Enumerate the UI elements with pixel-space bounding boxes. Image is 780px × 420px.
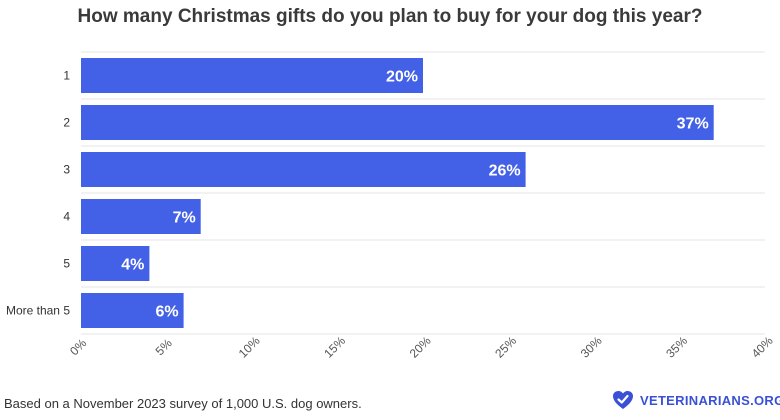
bar <box>81 58 423 93</box>
bar-value-label: 4% <box>121 257 144 274</box>
x-tick-label: 25% <box>492 334 519 361</box>
bar-value-label: 7% <box>173 210 196 227</box>
footnote: Based on a November 2023 survey of 1,000… <box>4 396 362 411</box>
x-tick-label: 5% <box>153 336 175 358</box>
brand-name: VETERINARIANS.ORG <box>640 392 780 408</box>
bar <box>81 105 714 140</box>
bar-value-label: 6% <box>155 304 178 321</box>
x-tick-label: 40% <box>749 334 776 361</box>
category-label: 1 <box>63 69 70 83</box>
bar <box>81 199 201 234</box>
bar-value-label: 26% <box>489 163 521 180</box>
x-tick-label: 10% <box>236 334 263 361</box>
bar-value-label: 20% <box>386 69 418 86</box>
category-label: More than 5 <box>6 304 70 318</box>
bar-value-label: 37% <box>677 116 709 133</box>
bar <box>81 246 150 281</box>
category-label: 2 <box>63 116 70 130</box>
category-label: 5 <box>63 257 70 271</box>
chart-title: How many Christmas gifts do you plan to … <box>77 6 703 27</box>
heart-checkmark-logo-icon <box>613 391 633 409</box>
x-tick-label: 15% <box>321 334 348 361</box>
category-label: 3 <box>63 163 70 177</box>
brand-logo[interactable]: VETERINARIANS.ORG <box>612 389 780 411</box>
x-tick-label: 35% <box>663 334 690 361</box>
x-tick-label: 30% <box>578 334 605 361</box>
x-tick-label: 0% <box>67 336 89 358</box>
x-tick-label: 20% <box>407 334 434 361</box>
bar <box>81 293 184 328</box>
category-label: 4 <box>63 210 70 224</box>
bar <box>81 152 526 187</box>
